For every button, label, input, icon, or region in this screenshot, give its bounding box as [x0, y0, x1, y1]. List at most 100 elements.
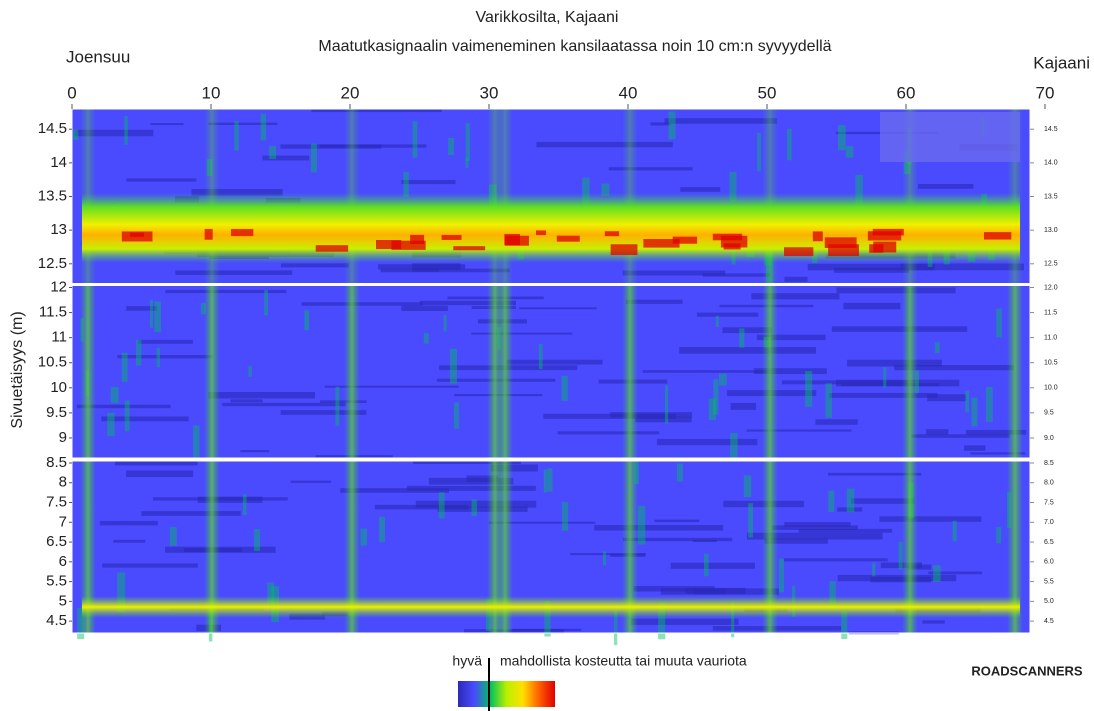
heatmap-texture: [113, 539, 146, 543]
heatmap-texture: [150, 123, 184, 126]
heatmap-texture: [80, 285, 96, 458]
heatmap-texture: [608, 167, 693, 171]
heatmap-texture: [831, 326, 968, 332]
heatmap-texture: [344, 285, 360, 458]
heatmap-texture: [269, 145, 277, 160]
heatmap-texture: [845, 146, 854, 158]
heatmap-texture: [601, 183, 610, 196]
heatmap-texture: [465, 123, 470, 161]
heatmap-texture: [138, 339, 193, 344]
heatmap-texture: [771, 525, 858, 530]
heatmap-texture: [222, 402, 346, 407]
chart-subtitle: Maatutkasignaalin vaimeneminen kansilaat…: [318, 38, 831, 55]
heatmap-texture: [965, 390, 969, 413]
heatmap-texture: [191, 188, 283, 196]
heatmap-texture: [304, 310, 310, 331]
heatmap-texture: [843, 302, 901, 310]
heatmap-texture: [488, 521, 596, 524]
heatmap-texture: [654, 519, 700, 523]
y-tick-label: 9: [59, 429, 67, 446]
heatmap-texture: [454, 402, 459, 429]
legend: hyvä mahdollista kosteutta tai muuta vau…: [452, 653, 747, 711]
heatmap-texture: [102, 563, 198, 568]
heatmap-texture: [986, 386, 993, 422]
y2-tick-label: 5.0: [1044, 598, 1054, 605]
heatmap-texture: [828, 244, 859, 257]
y-tick-label: 9.5: [46, 404, 67, 421]
heatmap-texture: [230, 399, 263, 403]
heatmap-texture: [80, 461, 96, 633]
heatmap-texture: [824, 237, 857, 248]
heatmap-texture: [149, 300, 154, 328]
heatmap-texture: [660, 588, 779, 595]
heatmap-texture: [828, 472, 922, 476]
heatmap-texture: [996, 308, 1002, 338]
heatmap-texture: [670, 562, 755, 569]
heatmap-texture: [141, 511, 241, 516]
heatmap-texture: [708, 398, 716, 421]
heatmap-texture: [847, 359, 942, 367]
heatmap-texture: [815, 419, 858, 425]
plot-area: 12.5 13 13.5 14 14.5 12.5 13.0 13.5 14.0 14.5 9 9.5…: [38, 83, 1058, 646]
heatmap-texture: [260, 113, 267, 141]
heatmap-texture: [117, 354, 213, 359]
heatmap-texture: [124, 400, 130, 432]
heatmap-texture: [743, 475, 752, 498]
y2-tick-label: 6.0: [1044, 559, 1054, 566]
heatmap-texture: [637, 505, 646, 545]
heatmap-texture: [604, 231, 620, 237]
heatmap-texture: [798, 528, 893, 533]
y-tick-label: 12.5: [38, 255, 67, 272]
heatmap-texture: [465, 157, 469, 168]
heatmap-texture: [406, 485, 536, 491]
heatmap-texture: [625, 299, 683, 304]
heatmap-texture: [126, 306, 157, 311]
heatmap-texture: [764, 538, 828, 544]
heatmap-texture: [783, 558, 888, 562]
heatmap-texture: [419, 300, 516, 306]
heatmap-texture: [751, 293, 840, 300]
y-tick-label: 12: [50, 278, 67, 295]
heatmap-texture: [898, 541, 903, 570]
heatmap-texture: [846, 488, 855, 513]
x-tick-label: 40: [619, 83, 638, 102]
heatmap-texture: [536, 230, 547, 236]
heatmap-texture: [471, 499, 478, 516]
heatmap-texture: [911, 434, 1010, 438]
y2-tick-label: 7.0: [1044, 519, 1054, 526]
heatmap-texture: [753, 368, 827, 374]
heatmap-texture: [360, 528, 367, 546]
heatmap-texture: [504, 235, 529, 246]
heatmap-texture: [622, 270, 726, 276]
y-tick-label: 8: [59, 474, 67, 491]
heatmap-texture: [702, 273, 771, 277]
legend-colorbar: [458, 681, 555, 707]
y2-tick-label: 4.5: [1044, 618, 1054, 625]
heatmap-texture: [594, 524, 724, 531]
heatmap-texture: [547, 468, 553, 492]
heatmap-texture: [634, 416, 692, 423]
heatmap-texture: [879, 516, 982, 522]
heatmap-texture: [497, 285, 513, 458]
x-tick-label: 60: [897, 83, 916, 102]
heatmap-texture: [658, 602, 666, 640]
heatmap-texture: [1007, 285, 1023, 458]
heatmap-texture: [622, 461, 638, 633]
heatmap-texture: [136, 339, 142, 366]
y2-tick-label: 5.5: [1044, 578, 1054, 585]
heatmap-texture: [757, 132, 761, 172]
heatmap-texture: [101, 416, 189, 422]
heatmap-texture: [413, 461, 522, 464]
heatmap-texture: [805, 371, 813, 407]
heatmap-texture: [762, 461, 778, 633]
heatmap-texture: [677, 463, 683, 482]
heatmap-texture: [117, 572, 126, 613]
heatmap-texture: [464, 629, 564, 634]
heatmap-texture: [335, 386, 340, 426]
heatmap-texture: [650, 122, 671, 126]
heatmap-texture: [280, 263, 349, 268]
heatmap-texture: [664, 118, 777, 124]
heatmap-texture: [952, 520, 957, 542]
y2-tick-label: 8.5: [1044, 460, 1054, 467]
